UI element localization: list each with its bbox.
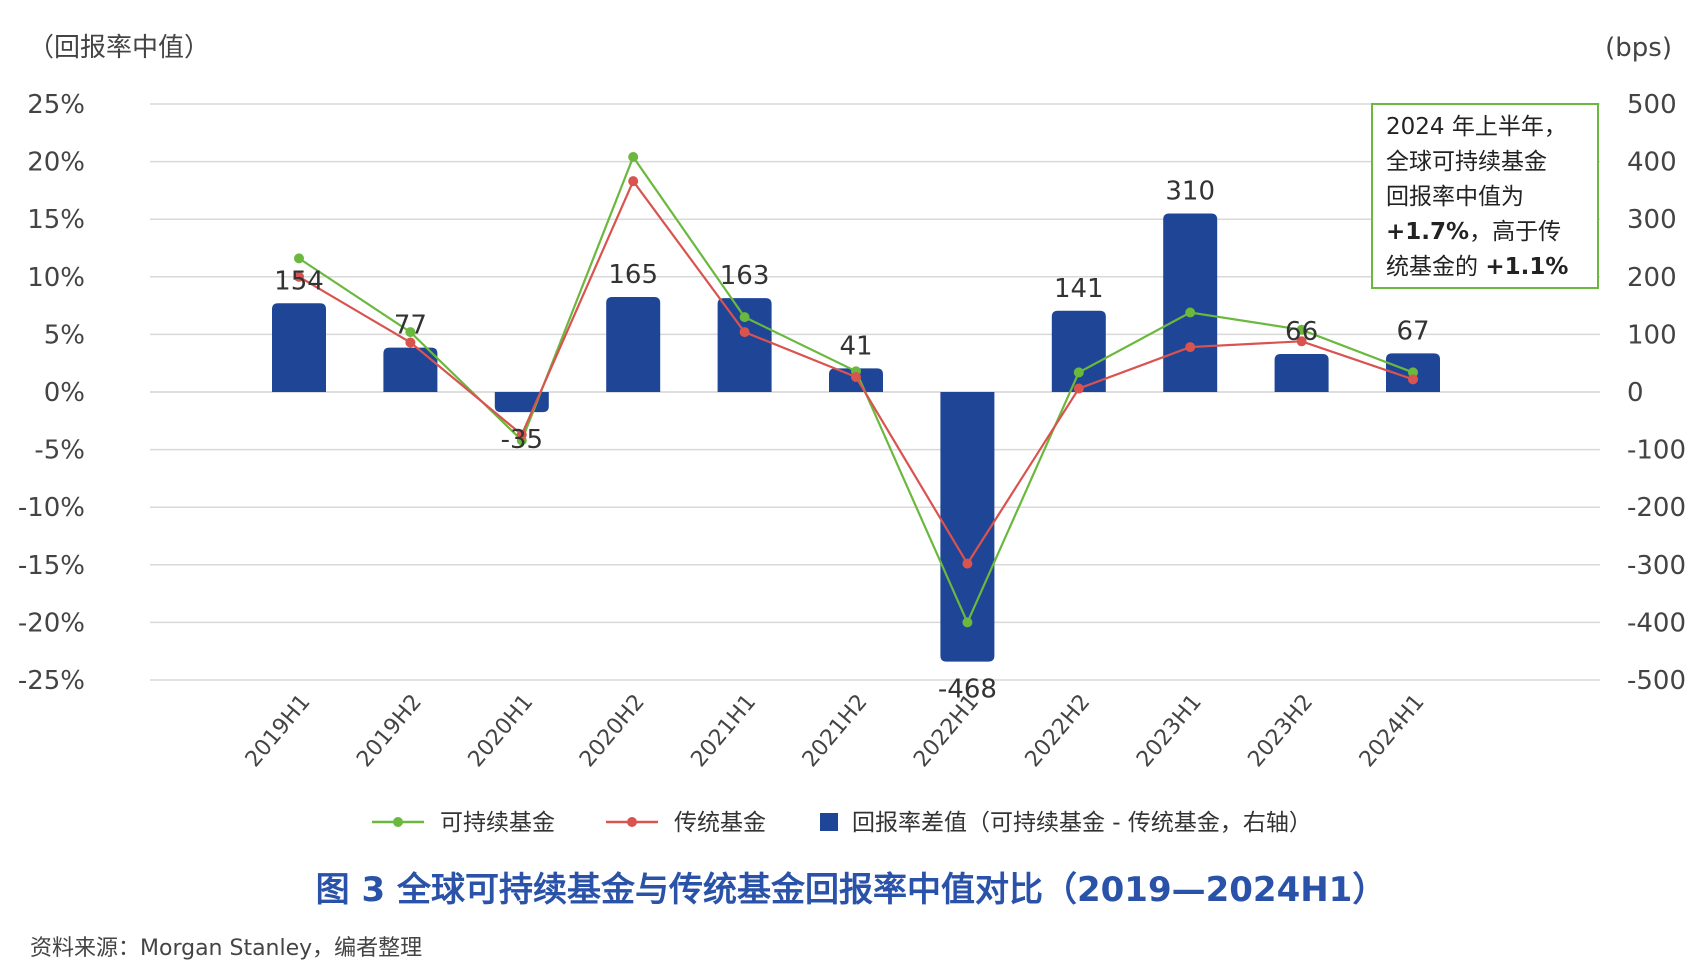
left-tick-label: 5% xyxy=(44,320,85,350)
series-point xyxy=(628,151,639,162)
bar-data-label: 154 xyxy=(274,266,324,296)
legend-label-traditional: 传统基金 xyxy=(674,810,766,836)
bar-data-label: 163 xyxy=(720,261,770,291)
series-point xyxy=(1073,383,1084,394)
right-tick-label: -200 xyxy=(1627,493,1686,523)
left-tick-label: 25% xyxy=(27,90,85,120)
source-note: 资料来源：Morgan Stanley，编者整理 xyxy=(30,936,423,961)
right-tick-label: 300 xyxy=(1627,205,1677,235)
series-point xyxy=(1408,367,1418,378)
annotation-segment: 全球可持续基金 xyxy=(1386,149,1547,175)
annotation-segment: 2024 年上半年， xyxy=(1386,114,1567,140)
series-point xyxy=(516,429,527,440)
bar xyxy=(1051,310,1106,392)
bar xyxy=(272,303,326,392)
left-tick-label: -15% xyxy=(18,551,85,581)
left-tick-label: 10% xyxy=(27,263,85,293)
annotation-segment: +1.7% xyxy=(1386,219,1469,245)
x-tick-label: 2021H2 xyxy=(798,690,873,772)
data-labels: 154 77 -35 165 163 41 -468 141 310 66 67 xyxy=(274,176,1429,704)
series-point xyxy=(405,327,416,338)
right-tick-label: -300 xyxy=(1627,551,1686,581)
x-tick-label: 2022H2 xyxy=(1021,690,1096,772)
bar-data-label: 67 xyxy=(1396,316,1429,346)
left-tick-label: 20% xyxy=(27,148,85,178)
x-tick-label: 2023H1 xyxy=(1132,690,1207,772)
right-tick-label: 500 xyxy=(1627,90,1677,120)
annotation-line: 2024 年上半年， xyxy=(1386,114,1567,140)
left-tick-label: -20% xyxy=(18,608,85,638)
series-point xyxy=(1185,342,1196,353)
x-tick-label: 2023H2 xyxy=(1243,690,1318,772)
x-tick-label: 2020H1 xyxy=(464,690,539,772)
right-tick-label: 200 xyxy=(1627,263,1677,293)
annotation-line: +1.7%，高于传 xyxy=(1386,219,1561,245)
right-tick-label: 100 xyxy=(1627,320,1677,350)
series-point xyxy=(962,617,973,628)
bar xyxy=(1274,353,1329,392)
series-point xyxy=(739,312,750,323)
series-point xyxy=(294,253,304,264)
legend-marker-traditional xyxy=(627,817,637,827)
right-tick-label: -500 xyxy=(1627,666,1686,696)
x-tick-label: 2020H2 xyxy=(575,690,650,772)
line-series xyxy=(294,151,1418,628)
left-tick-label: 0% xyxy=(44,378,85,408)
series-point xyxy=(1073,367,1084,378)
bar-series xyxy=(272,213,1440,662)
legend: 可持续基金 传统基金 回报率差值（可持续基金 - 传统基金，右轴） xyxy=(372,810,1312,836)
legend-label-sustainable: 可持续基金 xyxy=(440,810,555,836)
right-tick-label: -100 xyxy=(1627,436,1686,466)
series-point xyxy=(739,327,750,338)
right-axis-title: (bps) xyxy=(1605,33,1672,63)
x-tick-label: 2019H2 xyxy=(352,690,427,772)
bar-data-label: 77 xyxy=(394,311,427,341)
bar xyxy=(717,298,772,392)
right-tick-label: -400 xyxy=(1627,608,1686,638)
x-tick-label: 2024H1 xyxy=(1355,690,1430,772)
x-tick-label: 2019H1 xyxy=(241,690,316,772)
bar-data-label: -468 xyxy=(938,675,997,705)
bar-data-label: 141 xyxy=(1054,274,1104,304)
annotation-border xyxy=(1371,103,1599,289)
series-point xyxy=(962,558,973,569)
series-point xyxy=(1185,307,1196,318)
series-point xyxy=(294,271,304,282)
bar-data-label: 66 xyxy=(1285,317,1318,347)
figure-caption: 图 3 全球可持续基金与传统基金回报率中值对比（2019—2024H1） xyxy=(315,870,1387,910)
bar-data-label: 165 xyxy=(608,260,658,290)
right-tick-label: 0 xyxy=(1627,378,1644,408)
annotation-line: 回报率中值为 xyxy=(1386,184,1524,210)
bar xyxy=(606,296,661,392)
bar xyxy=(383,347,438,392)
left-tick-label: 15% xyxy=(27,205,85,235)
series-point xyxy=(851,372,861,383)
right-tick-label: 400 xyxy=(1627,148,1677,178)
left-tick-label: -25% xyxy=(18,666,85,696)
x-tick-label: 2021H1 xyxy=(686,690,761,772)
bar xyxy=(1163,213,1218,392)
annotation-segment: +1.1% xyxy=(1485,254,1568,280)
left-axis-title: （回报率中值） xyxy=(28,33,210,63)
series-point xyxy=(628,176,639,187)
left-tick-label: -10% xyxy=(18,493,85,523)
annotation-line: 全球可持续基金 xyxy=(1386,149,1547,175)
bar-data-label: -35 xyxy=(501,425,543,455)
series-point xyxy=(1296,336,1307,347)
series-point xyxy=(405,337,416,348)
series-point xyxy=(1296,324,1307,335)
annotation-segment: 回报率中值为 xyxy=(1386,184,1524,210)
annotation-segment: 统基金的 xyxy=(1386,254,1485,280)
bar-data-label: 310 xyxy=(1165,176,1215,206)
legend-label-difference: 回报率差值（可持续基金 - 传统基金，右轴） xyxy=(852,810,1312,836)
left-tick-label: -5% xyxy=(34,436,85,466)
annotation-segment: ，高于传 xyxy=(1469,219,1561,245)
bar-data-label: 41 xyxy=(839,331,872,361)
annotation-line: 统基金的 +1.1% xyxy=(1386,254,1568,280)
legend-marker-sustainable xyxy=(393,817,403,827)
series-point xyxy=(1408,374,1418,385)
legend-swatch-difference xyxy=(820,813,838,831)
